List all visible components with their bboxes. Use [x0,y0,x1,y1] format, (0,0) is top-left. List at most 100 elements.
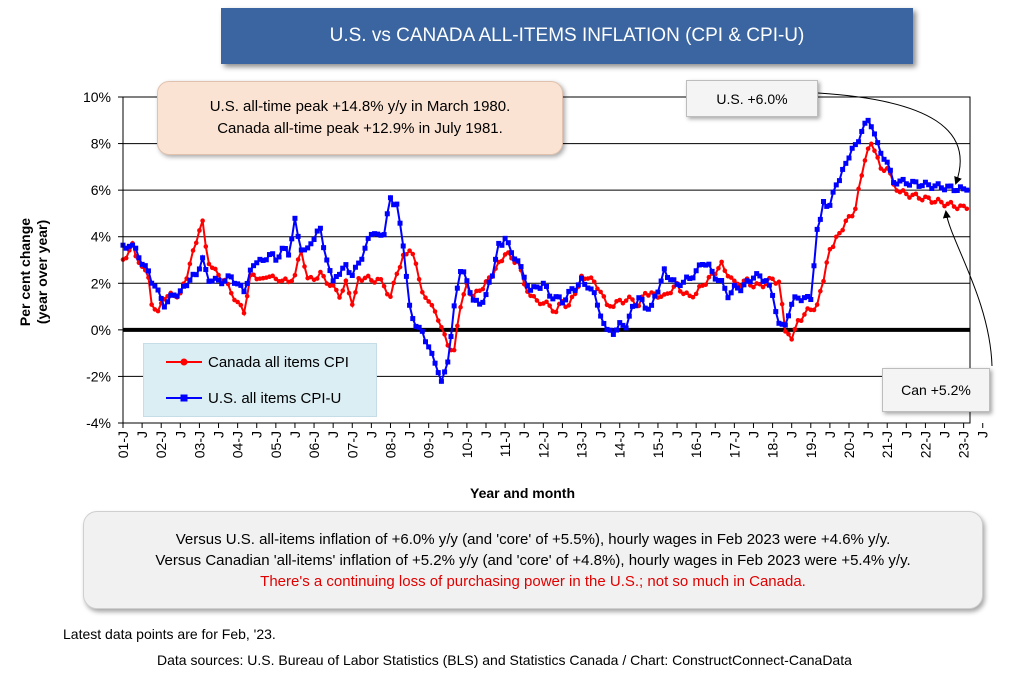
data-point-canada [677,289,683,294]
us-latest-callout: U.S. +6.0% [686,80,818,117]
data-point-us [432,360,438,366]
data-point-us [763,278,769,284]
data-point-us [502,235,508,241]
data-point-us [594,302,600,308]
data-point-us [196,266,202,272]
data-point-us [394,201,400,207]
data-point-us [477,301,483,307]
data-point-us [130,242,136,248]
data-point-us [588,286,594,292]
data-point-us [795,295,801,301]
x-tick-label: 15-J [650,431,666,458]
data-point-us [464,278,470,284]
data-point-canada [547,303,552,308]
data-point-us [865,117,871,123]
data-point-us [680,279,686,285]
data-point-canada [531,293,537,299]
data-point-canada [553,309,559,315]
x-tick-label: 18-J [765,431,781,458]
data-point-us [470,297,476,303]
data-point-us [929,185,935,191]
data-point-us [747,279,753,285]
x-tick-label: 03-J [191,431,207,458]
data-point-us [302,247,307,253]
data-point-canada [853,206,858,212]
data-point-us [142,263,148,269]
data-point-canada [935,196,941,202]
data-point-us [856,139,862,145]
data-point-us [623,325,629,331]
data-point-canada [792,326,798,332]
data-point-canada [798,318,804,324]
legend-marker-canada [166,358,202,366]
data-point-us [308,241,314,247]
x-tick-label: 12-J [535,431,551,458]
peak-note: U.S. all-time peak +14.8% y/y in March 1… [157,81,563,155]
data-point-us [467,290,473,296]
data-point-canada [789,337,794,342]
data-point-us [725,295,731,301]
y-tick-labels: -4% -2% 0% 2% 4% 6% 8% 10% [83,89,111,431]
data-point-canada [149,302,154,307]
data-point-us [792,294,798,300]
data-point-us [776,320,782,326]
y-tick-label: -4% [86,415,111,431]
data-point-us [458,269,464,275]
data-point-canada [391,280,396,286]
data-point-us [139,261,145,267]
data-point-us [629,303,635,309]
data-point-us [152,283,158,289]
data-point-canada [451,347,457,353]
data-point-canada [859,173,865,178]
data-point-canada [228,290,234,296]
data-point-canada [722,268,728,273]
data-point-canada [410,251,416,257]
data-point-us [168,292,174,298]
data-point-us [579,275,585,281]
data-point-canada [951,204,957,209]
data-point-us [919,183,925,189]
data-point-us [821,199,827,205]
data-point-canada [779,301,785,307]
x-tick-label: J [669,431,685,438]
data-point-us [900,176,906,182]
data-point-us [365,235,371,241]
data-point-us [665,275,670,281]
data-point-canada [919,197,925,203]
data-point-canada [642,290,648,296]
data-point-canada [964,206,970,212]
data-point-canada [190,248,196,253]
data-point-us [601,320,607,326]
data-point-us [321,245,327,251]
data-point-us [891,180,897,186]
data-point-canada [703,282,709,287]
data-point-us [760,278,766,284]
data-point-us [512,256,518,262]
us-callout-arrow [817,92,962,185]
x-tick-label: J [554,431,570,438]
wages-note-line: Versus U.S. all-items inflation of +6.0%… [175,530,891,548]
data-point-us [295,233,301,239]
data-point-us [203,267,209,273]
data-point-canada [668,290,673,296]
data-point-canada [856,186,861,192]
data-point-us [282,245,288,251]
data-point-canada [693,291,699,297]
data-point-us [359,256,365,262]
data-point-us [926,182,932,188]
data-point-us [572,287,578,293]
data-point-us [652,293,658,299]
data-point-canada [786,331,791,337]
data-point-us [655,289,661,295]
data-point-us [766,282,772,288]
data-point-us [849,145,855,151]
data-point-canada [595,286,600,292]
data-point-canada [340,288,346,293]
x-tick-label: J [134,431,150,438]
data-point-us [356,260,362,266]
data-point-us [505,240,511,246]
data-point-canada [356,275,361,281]
data-point-us [553,294,559,300]
data-point-canada [961,203,966,209]
